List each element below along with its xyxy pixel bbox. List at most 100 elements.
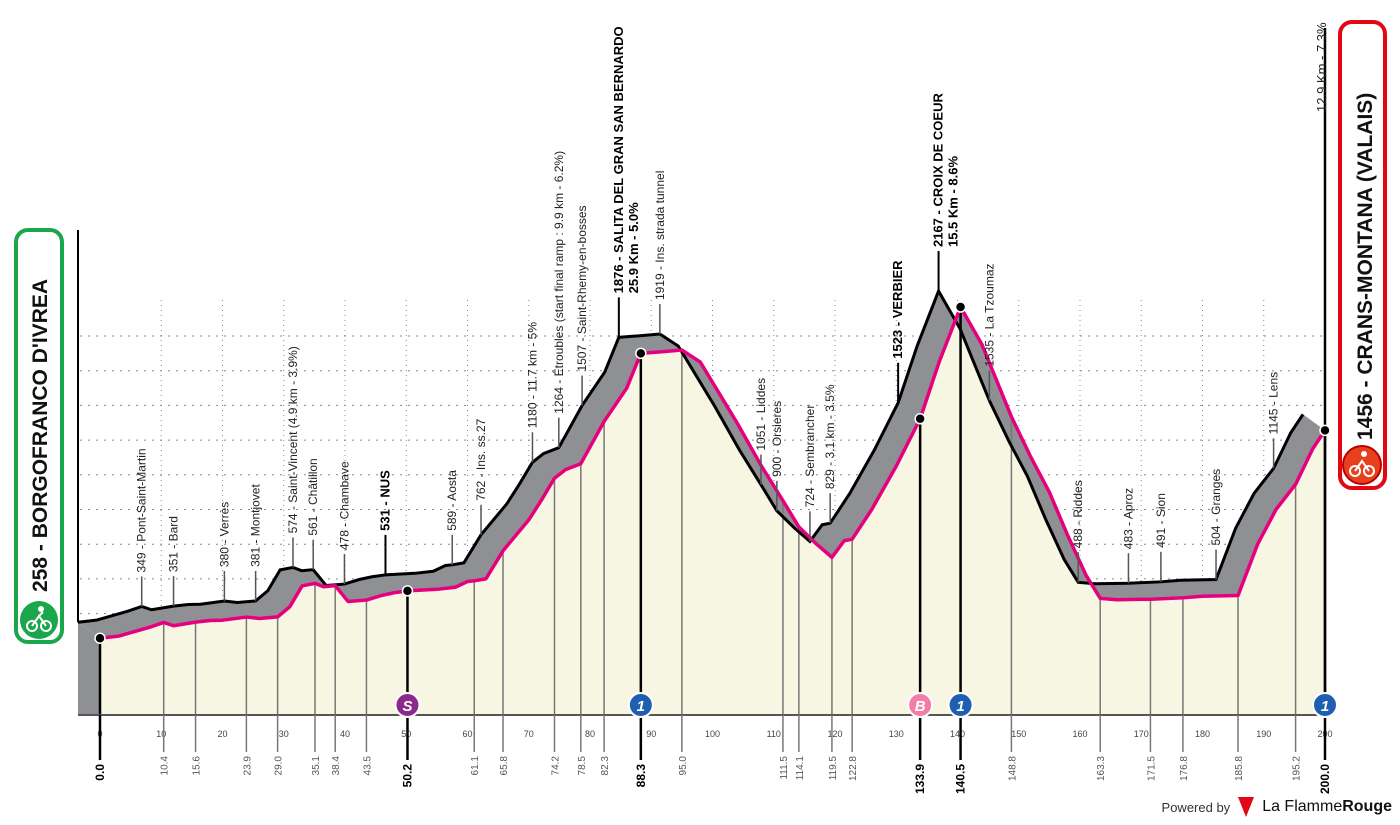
km-axis: 0102030405060708090100110120130140150160…: [93, 715, 1333, 794]
km-tick-label: 180: [1195, 729, 1210, 739]
place-label: 491 - Sion: [1154, 493, 1168, 548]
km-mark-label: 119.5: [828, 756, 839, 781]
place-label: 381 - Montjovet: [249, 484, 263, 567]
point-marker: [914, 413, 926, 425]
profile-fill: [100, 307, 1325, 715]
km-mark-label: 29.0: [274, 756, 285, 776]
place-label: 724 - Sembrancher: [803, 405, 817, 508]
km-mark-label: 0.0: [93, 764, 107, 781]
km-mark-label: 35.1: [311, 756, 322, 776]
km-mark-label: 74.2: [550, 756, 561, 776]
km-mark-label: 200.0: [1318, 764, 1332, 794]
kom-badge-icon: [1312, 692, 1338, 718]
profile-top-line: [77, 287, 1305, 624]
km-mark-label: 122.8: [848, 756, 859, 781]
km-tick-label: 30: [279, 729, 289, 739]
kom-badge-icon: [627, 692, 654, 718]
km-tick-label: 70: [524, 729, 534, 739]
point-marker: [94, 632, 106, 644]
km-tick-label: 40: [340, 729, 350, 739]
kom-badge-text: 1: [956, 698, 964, 715]
place-label: 504 - Granges: [1209, 469, 1223, 546]
place-labels: 349 - Pont-Saint-Martin 351 - Bard 380 - V…: [135, 26, 1281, 607]
place-label: 1535 - La Tzoumaz: [982, 264, 996, 367]
kom-badge-text: 1: [1321, 698, 1329, 715]
km-mark-label: 38.4: [331, 756, 342, 776]
cyclist-icon: [20, 601, 58, 639]
kom-badge-text: 1: [637, 698, 645, 715]
km-mark-label: 176.8: [1179, 756, 1190, 781]
point-marker: [1319, 424, 1331, 437]
km-tick-label: 60: [462, 729, 472, 739]
km-mark-label: 140.5: [954, 764, 968, 794]
km-tick-label: 130: [889, 729, 904, 739]
bonus-badge-icon: [907, 692, 934, 718]
place-label: 1051 - Liddes: [754, 378, 768, 451]
place-label: 1876 - SALITA DEL GRAN SAN BERNARDO: [611, 26, 626, 293]
powered-by-text: Powered by: [1161, 799, 1231, 815]
place-label: 351 - Bard: [167, 516, 181, 572]
finish-label: 1456 - CRANS-MONTANA (VALAIS): [1354, 93, 1377, 440]
place-label: 1180 - 11.7 km - 5%: [525, 322, 539, 429]
km-tick-label: 140: [950, 729, 965, 739]
sprint-badge-icon: [394, 692, 421, 718]
km-mark-label: 148.8: [1007, 756, 1018, 781]
km-mark-label: 133.9: [913, 764, 927, 794]
place-label: 380 - Verrès: [217, 502, 231, 567]
km-mark-label: 88.3: [634, 764, 648, 788]
sprint-badge-text: S: [402, 698, 412, 715]
markers: S 1 B 1 1: [94, 301, 1338, 718]
km-tick-label: 190: [1256, 729, 1271, 739]
mountain-cyclist-icon: [1342, 445, 1382, 485]
km-mark-label: 163.3: [1096, 756, 1107, 781]
km-tick-label: 20: [217, 729, 227, 739]
start-box: 258 - BORGOFRANCO D'IVREA: [14, 228, 64, 644]
start-label: 258 - BORGOFRANCO D'IVREA: [29, 279, 52, 592]
place-label: 15.5 Km - 8.6%: [946, 156, 961, 247]
place-label: 589 - Aosta: [445, 470, 459, 531]
km-mark-label: 95.0: [678, 756, 689, 776]
point-marker: [954, 301, 967, 313]
finish-climb-label: 12.9 Km - 7.3%: [1314, 22, 1329, 112]
km-mark-label: 82.3: [600, 756, 611, 776]
bonus-badge-text: B: [915, 698, 926, 715]
km-mark-label: 43.5: [362, 756, 373, 776]
place-label: 531 - NUS: [377, 470, 392, 531]
km-mark-label: 65.8: [499, 756, 510, 776]
km-tick-label: 80: [585, 729, 595, 739]
finish-box: 1456 - CRANS-MONTANA (VALAIS) 12.9 Km - …: [1314, 20, 1387, 490]
point-marker: [401, 585, 414, 597]
km-mark-label: 111.5: [779, 756, 790, 780]
place-label: 488 - Riddes: [1071, 480, 1085, 548]
km-tick-label: 170: [1134, 729, 1149, 739]
flamme-rouge-logo-icon: [1238, 797, 1255, 817]
place-label: 900 - Orsieres: [770, 401, 784, 477]
profile-band-start: [78, 622, 100, 715]
kom-badge-icon: [947, 692, 974, 718]
place-label: 1523 - VERBIER: [890, 260, 905, 359]
place-label: 349 - Pont-Saint-Martin: [135, 448, 149, 572]
km-mark-label: 114.1: [795, 756, 806, 781]
place-label: 478 - Chambave: [337, 461, 351, 550]
place-label: 561 - Châtillon: [306, 458, 320, 535]
place-label: 2167 - CROIX DE COEUR: [931, 93, 946, 247]
km-tick-label: 110: [767, 729, 781, 739]
km-tick-label: 90: [646, 729, 656, 739]
km-tick-label: 150: [1011, 729, 1026, 739]
place-label: 762 - Ins. ss.27: [474, 418, 488, 500]
profile-line: [99, 305, 1327, 640]
point-marker: [635, 347, 647, 360]
km-mark-label: 185.8: [1234, 756, 1245, 781]
km-tick-label: 160: [1072, 729, 1087, 739]
place-label: 1507 - Saint-Rhemy-en-bosses: [575, 205, 589, 371]
place-label: 1145 - Lens: [1267, 372, 1281, 435]
km-mark-label: 50.2: [400, 764, 414, 788]
place-label: 25.9 Km - 5.0%: [626, 202, 641, 293]
place-label: 829 - 3.1 km - 3.5%: [823, 384, 837, 489]
km-tick-label: 120: [827, 729, 842, 739]
place-label: 1919 - Ins. strada tunnel: [653, 171, 667, 300]
km-tick-label: 100: [705, 729, 720, 739]
km-mark-label: 10.4: [160, 756, 171, 776]
km-mark-label: 61.1: [470, 756, 481, 776]
